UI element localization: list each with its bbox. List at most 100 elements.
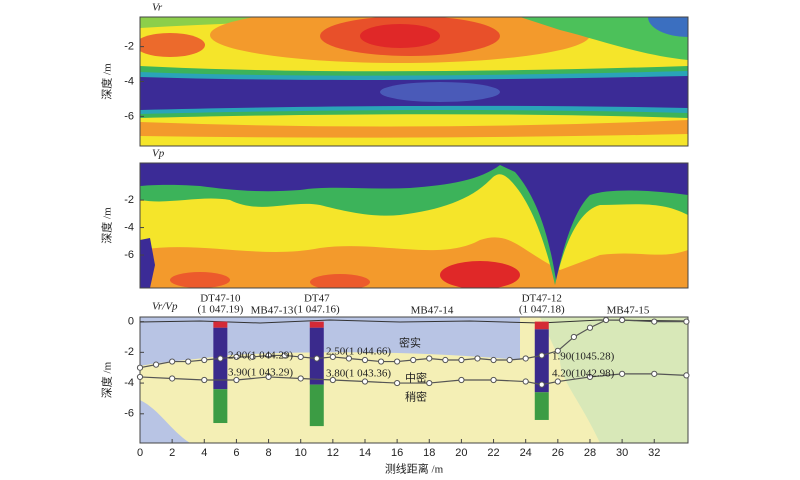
x-tick-label: 16 — [391, 447, 403, 459]
boundary-point — [490, 376, 497, 384]
borehole-layer — [534, 321, 549, 330]
annotation: 稍密 — [405, 390, 427, 404]
boundary-point — [506, 356, 513, 364]
boundary-point — [313, 355, 320, 362]
borehole-elevation: (1 047.19) — [197, 304, 243, 316]
boundary-point — [217, 355, 224, 362]
x-tick-label: 2 — [169, 447, 175, 459]
boundary-point — [201, 356, 208, 364]
vr-contour — [140, 17, 688, 146]
boundary-point — [538, 352, 545, 359]
boundary-point — [570, 333, 578, 341]
boundary-point — [394, 358, 401, 365]
boundary-point — [249, 353, 256, 361]
y-tick-label: 0 — [128, 316, 134, 328]
boundary-point — [281, 352, 288, 359]
annotation: 密实 — [399, 336, 421, 350]
y-tick-label: -6 — [124, 110, 134, 122]
boundary-point — [426, 355, 433, 362]
boundary-point — [394, 379, 401, 387]
panel-title: Vp — [152, 148, 165, 160]
boundary-point — [169, 375, 176, 382]
boundary-point — [345, 355, 353, 362]
boundary-point — [201, 376, 208, 384]
x-tick-label: 18 — [423, 447, 435, 459]
x-tick-label: 4 — [201, 447, 207, 459]
x-tick-label: 22 — [487, 447, 499, 459]
x-tick-label: 8 — [266, 447, 272, 459]
x-tick-label: 32 — [648, 447, 660, 459]
boundary-point — [265, 373, 272, 381]
borehole-layer — [534, 392, 549, 420]
x-tick-label: 28 — [584, 447, 596, 459]
boundary-point — [361, 378, 369, 385]
borehole-elevation: (1 047.16) — [294, 304, 340, 316]
boundary-point — [136, 373, 144, 381]
x-tick-label: 24 — [520, 447, 532, 459]
boundary-point — [233, 376, 240, 384]
annotation: 中密 — [405, 371, 427, 385]
panel-frame — [139, 162, 689, 289]
x-tick-label: 20 — [455, 447, 467, 459]
boundary-point — [554, 347, 561, 354]
point-label: MB47-14 — [411, 305, 454, 317]
boundary-point — [329, 353, 336, 361]
boundary-point — [522, 355, 529, 362]
point-label: MB47-15 — [607, 305, 650, 317]
y-tick-label: -2 — [124, 346, 134, 358]
y-tick-label: -4 — [124, 221, 134, 233]
annotation: 1.90(1045.28) — [552, 351, 615, 363]
y-tick-label: -2 — [124, 194, 134, 206]
annotation: 3.90(1 043.29) — [228, 367, 293, 379]
point-label: MB47-13 — [251, 305, 294, 317]
y-tick-label: -6 — [124, 408, 134, 420]
borehole-layer — [534, 329, 549, 393]
boundary-point — [602, 316, 610, 324]
borehole-label: DT47 — [304, 293, 330, 305]
boundary-point — [474, 355, 481, 362]
boundary-point — [554, 378, 561, 385]
boundary-point — [458, 356, 465, 364]
boundary-point — [490, 356, 497, 364]
boundary-point — [522, 378, 529, 385]
x-tick-label: 12 — [327, 447, 339, 459]
borehole-label: DT47-12 — [522, 293, 562, 305]
boundary-point — [619, 370, 626, 377]
y-tick-label: -2 — [124, 41, 134, 53]
boundary-point — [410, 356, 417, 364]
boundary-point — [361, 356, 369, 364]
boundary-point — [297, 353, 304, 361]
x-tick-label: 26 — [552, 447, 564, 459]
boundary-point — [265, 352, 272, 359]
borehole-elevation: (1 047.18) — [519, 304, 565, 316]
boundary-point — [297, 375, 304, 382]
boundary-point — [586, 324, 594, 331]
annotation: 4.20(1042.98) — [552, 368, 615, 380]
boundary-point — [586, 373, 594, 381]
x-tick-label: 0 — [137, 447, 143, 459]
panel-title: Vr — [152, 2, 163, 14]
borehole-layer — [309, 384, 324, 427]
boundary-point — [426, 379, 433, 387]
x-tick-label: 6 — [233, 447, 239, 459]
boundary-point — [442, 356, 449, 364]
x-tick-label: 10 — [295, 447, 307, 459]
x-axis-label: 测线距离 /m — [385, 462, 444, 476]
panel-title: Vr/Vp — [152, 301, 178, 313]
boundary-point — [683, 318, 690, 325]
boundary-point — [152, 361, 160, 368]
annotation: 3.80(1 043.36) — [326, 368, 391, 380]
boundary-point — [169, 358, 176, 365]
boundary-point — [136, 364, 144, 371]
annotation: 2.90(1 044.29) — [228, 350, 293, 362]
x-tick-label: 30 — [616, 447, 628, 459]
boundary-point — [683, 372, 690, 379]
y-axis-label: 深度 /m — [100, 361, 114, 398]
borehole-layer — [213, 389, 228, 424]
x-tick-label: 14 — [359, 447, 371, 459]
boundary-point — [233, 353, 240, 361]
y-tick-label: -4 — [124, 377, 134, 389]
boundary-point — [538, 381, 545, 388]
y-axis-label: 深度 /m — [100, 207, 114, 244]
borehole-layer — [309, 321, 324, 328]
